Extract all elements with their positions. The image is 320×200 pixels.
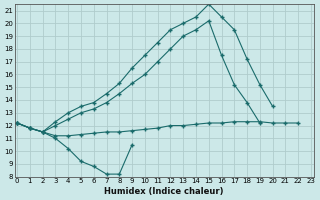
- X-axis label: Humidex (Indice chaleur): Humidex (Indice chaleur): [104, 187, 224, 196]
